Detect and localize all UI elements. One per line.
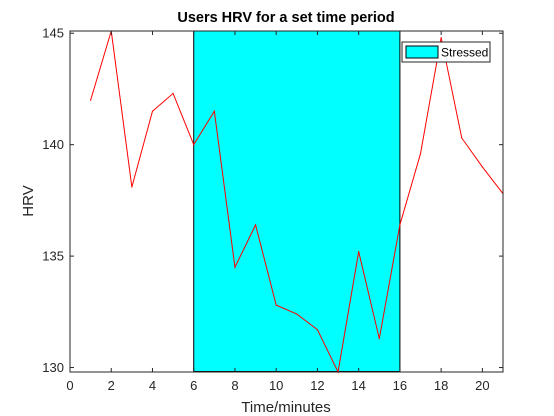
data-point bbox=[213, 110, 215, 112]
x-tick-label: 6 bbox=[190, 378, 197, 393]
y-tick-label: 130 bbox=[42, 360, 64, 375]
data-point bbox=[481, 166, 483, 168]
x-axis-title: Time/minutes bbox=[241, 399, 330, 416]
x-tick-label: 16 bbox=[393, 378, 407, 393]
x-tick-label: 10 bbox=[269, 378, 283, 393]
x-tick-label: 4 bbox=[149, 378, 156, 393]
legend-swatch-stressed bbox=[405, 45, 439, 59]
plot-frame bbox=[69, 30, 504, 373]
data-point bbox=[254, 224, 257, 226]
data-point bbox=[296, 313, 298, 315]
legend-label-stressed: Stressed bbox=[441, 46, 488, 60]
x-tick-label: 18 bbox=[434, 378, 448, 393]
data-point bbox=[440, 37, 442, 39]
data-point bbox=[378, 337, 380, 340]
x-tick-label: 20 bbox=[475, 378, 489, 393]
data-point bbox=[151, 110, 154, 112]
data-point bbox=[90, 99, 92, 101]
x-tick-label: 0 bbox=[66, 378, 73, 393]
tick-layer: 0 2 4 6 8 10 12 14 16 18 20 130 135 140 145 bbox=[42, 26, 503, 393]
data-point bbox=[461, 137, 463, 139]
data-point bbox=[131, 186, 133, 188]
shaded-region-stressed bbox=[193, 31, 400, 372]
data-point bbox=[419, 152, 422, 155]
x-tick-label: 14 bbox=[351, 378, 365, 393]
data-point bbox=[399, 224, 401, 226]
y-tick-label: 135 bbox=[42, 249, 64, 264]
shaded-region-layer bbox=[193, 31, 401, 372]
series-line-layer bbox=[90, 30, 504, 374]
data-point bbox=[275, 304, 277, 306]
legend: Stressed bbox=[401, 41, 491, 63]
data-point bbox=[172, 92, 174, 95]
y-tick-label: 145 bbox=[42, 26, 64, 41]
data-point bbox=[316, 329, 319, 331]
y-tick-label: 140 bbox=[42, 137, 64, 152]
data-point bbox=[358, 251, 360, 253]
data-point bbox=[193, 144, 195, 146]
y-axis-title: HRV bbox=[20, 185, 37, 216]
x-tick-label: 12 bbox=[310, 378, 324, 393]
x-tick-label: 8 bbox=[231, 378, 238, 393]
x-tick-label: 2 bbox=[108, 378, 115, 393]
chart-title: Users HRV for a set time period bbox=[177, 10, 394, 26]
data-point bbox=[234, 266, 236, 268]
